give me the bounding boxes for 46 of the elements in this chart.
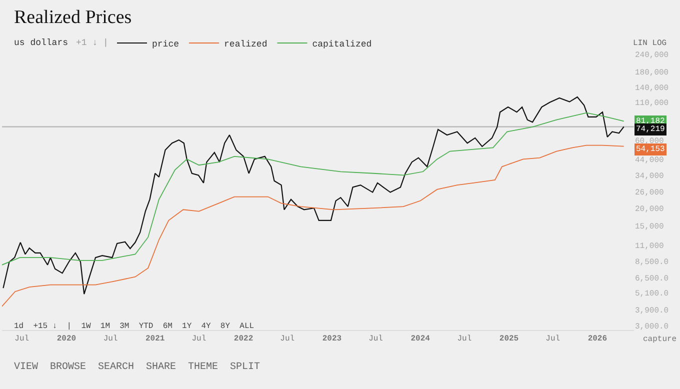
y-tick-label: 6,500.0 — [635, 274, 669, 284]
y-tick-label: 60,000 — [635, 136, 664, 146]
data-label: 81,182 — [636, 117, 666, 126]
y-axis-title: us dollars — [14, 38, 68, 48]
y-tick-label: 20,000 — [635, 204, 664, 214]
data-label: 54,153 — [636, 145, 666, 154]
x-tick-label: 2024 — [410, 334, 430, 344]
y-tick-label: 140,000 — [635, 84, 669, 94]
x-tick-label: Jul — [14, 334, 30, 344]
annotation: 1d +15 ↓ | 1W 1M 3M YTD 6M 1Y 4Y 8Y ALL — [14, 322, 254, 331]
legend-label: price — [152, 40, 180, 50]
chart-title: Realized Prices — [14, 7, 132, 28]
x-tick-label: Jul — [280, 334, 295, 344]
x-tick-label: Jul — [368, 334, 384, 344]
x-tick-label: 2025 — [499, 334, 519, 344]
text: LIN LOG — [633, 39, 667, 48]
x-tick-label: 2023 — [322, 334, 342, 344]
x-tick-label: Jul — [546, 334, 560, 344]
y-tick-label: 8,500.0 — [635, 258, 669, 267]
x-tick-label: Jul — [457, 334, 472, 344]
legend-label: capitalized — [312, 40, 372, 50]
x-tick-label: 2020 — [56, 334, 76, 344]
y-tick-label: 3,000.0 — [635, 322, 669, 332]
y-tick-label: 34,000 — [635, 172, 664, 181]
y-tick-label: 3,900.0 — [635, 306, 669, 316]
text: +1 ↓ | — [76, 38, 108, 48]
x-tick-label: Jul — [103, 334, 118, 344]
x-tick-label: Jul — [192, 334, 206, 344]
x-tick-label: 2026 — [588, 334, 608, 344]
y-tick-label: 5,100.0 — [635, 290, 669, 299]
y-tick-label: 11,000 — [635, 242, 664, 251]
x-tick-label: 2021 — [145, 334, 165, 344]
y-tick-label: 240,000 — [635, 50, 669, 60]
line-series — [2, 96, 624, 295]
y-tick-label: 15,000 — [635, 222, 664, 232]
y-tick-label: 110,000 — [635, 99, 669, 108]
x-tick-label: 2022 — [234, 334, 254, 344]
text: VIEW BROWSE SEARCH SHARE THEME SPLIT — [14, 362, 260, 373]
y-tick-label: 180,000 — [635, 68, 669, 78]
y-tick-label: 44,000 — [635, 156, 664, 165]
data-label: 74,219 — [636, 125, 666, 134]
text: capture — [643, 335, 677, 344]
line-series — [2, 112, 624, 266]
line-series — [2, 144, 624, 307]
y-tick-label: 26,000 — [635, 188, 664, 198]
legend-label: realized — [224, 40, 268, 50]
